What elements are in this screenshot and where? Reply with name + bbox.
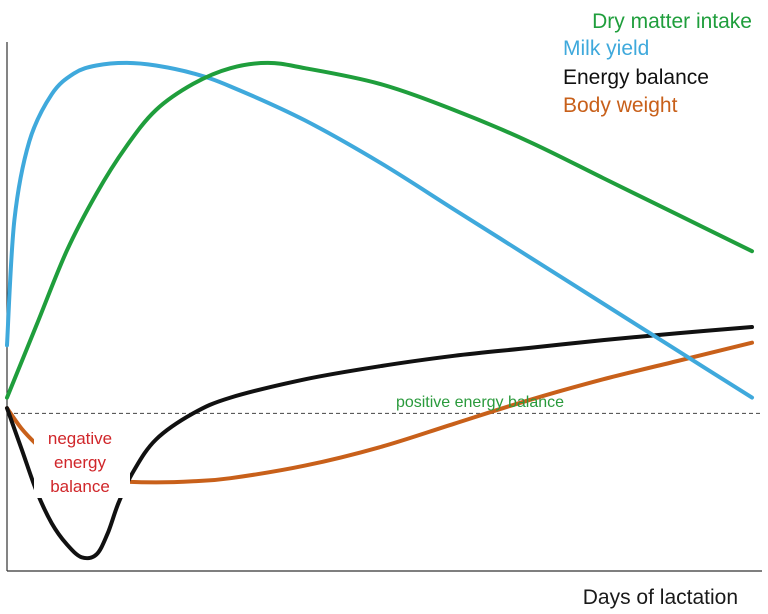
annotation-background [34,426,130,498]
positive-energy-balance-label: positive energy balance [396,394,564,411]
legend-milk-yield: Milk yield [563,37,649,60]
legend: Dry matter intake Milk yield Energy bala… [563,10,752,117]
legend-body-weight: Body weight [563,94,678,117]
series-line-dry-matter-intake [5,60,754,400]
negative-label-line-1: negative [48,429,112,448]
negative-energy-balance-annotation: negative energy balance [34,426,130,498]
legend-dry-matter-intake: Dry matter intake [592,10,752,33]
legend-energy-balance: Energy balance [563,66,709,89]
negative-label-line-3: balance [50,477,110,496]
series-line-energy-balance [5,325,754,561]
x-axis-label: Days of lactation [583,586,738,609]
negative-label-line-2: energy [54,453,106,472]
